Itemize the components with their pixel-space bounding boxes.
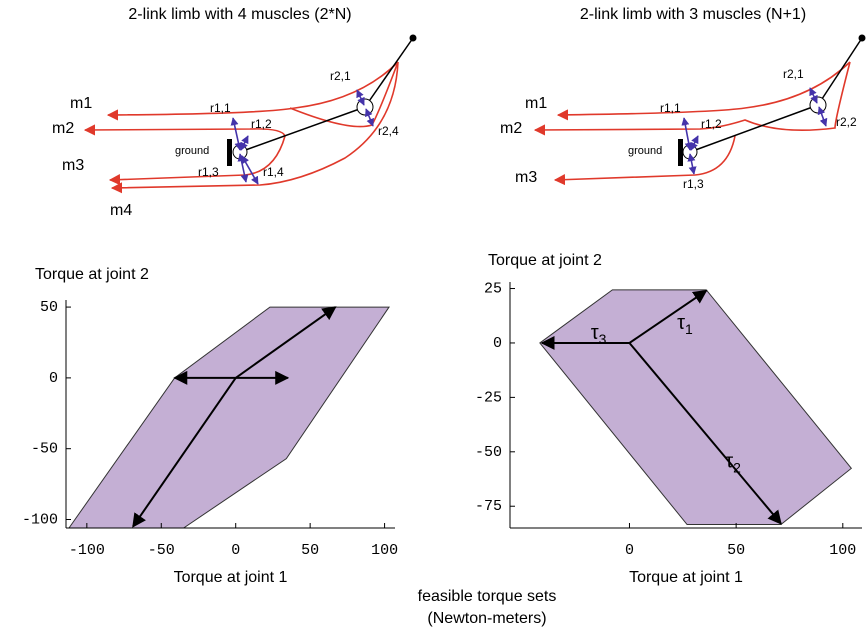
chart: -100 -50 0 50 -100 -50 0 50 100 Torque at joint 2…	[22, 266, 398, 586]
joint	[810, 97, 826, 113]
figure: 2-link limb with 4 muscles (2*N) m1 m2 m…	[0, 0, 866, 633]
moment-arm-label: r2,1	[330, 69, 351, 83]
diagram-title: 2-link limb with 3 muscles (N+1)	[580, 6, 806, 23]
x-tick-label: 50	[727, 542, 745, 559]
y-axis-title: Torque at joint 2	[35, 266, 149, 283]
x-tick-label: 50	[301, 542, 319, 559]
x-tick-label: -50	[148, 542, 175, 559]
x-tick-label: 100	[371, 542, 398, 559]
muscle-label: m2	[52, 120, 74, 137]
vector-symbol: τ	[725, 451, 733, 473]
moment-arm	[233, 118, 240, 150]
y-axis-title: Torque at joint 2	[488, 252, 602, 269]
x-tick-label: 0	[625, 542, 634, 559]
muscle	[108, 62, 398, 115]
y-tick-label: 50	[40, 299, 58, 316]
moment-arm-label: r1,4	[263, 165, 284, 179]
x-axis-title: Torque at joint 1	[629, 569, 743, 586]
muscle-label: m4	[110, 202, 132, 219]
ground-bar	[678, 139, 683, 166]
link	[818, 38, 862, 105]
y-tick-label: -25	[475, 389, 502, 406]
x-tick-label: -100	[69, 542, 105, 559]
muscle-label: m2	[500, 120, 522, 137]
feasible-set	[540, 290, 851, 525]
ground-label: ground	[175, 145, 209, 157]
muscle-label: m1	[70, 95, 92, 112]
muscle	[555, 136, 735, 180]
y-tick-label: -100	[22, 511, 58, 528]
y-tick-label: -50	[31, 441, 58, 458]
ground-bar	[227, 139, 232, 166]
vector-subscript: 1	[685, 321, 693, 337]
y-tick-label: -50	[475, 444, 502, 461]
moment-arm-label: r1,1	[660, 101, 681, 115]
moment-arm	[242, 156, 258, 184]
moment-arm-label: r1,3	[683, 177, 704, 191]
feasible-set	[69, 307, 389, 528]
limb-diagram-4: 2-link limb with 4 muscles (2*N) m1 m2 m…	[52, 6, 417, 219]
moment-arm-label: r1,2	[701, 117, 722, 131]
y-tick-label: 0	[49, 370, 58, 387]
x-tick-label: 100	[829, 542, 856, 559]
moment-arm-label: r2,4	[378, 124, 399, 138]
moment-arm-label: r1,3	[198, 165, 219, 179]
vector-symbol: τ	[591, 322, 599, 344]
ground-label: ground	[628, 145, 662, 157]
muscle-label: m3	[62, 157, 84, 174]
muscle	[558, 62, 850, 115]
vector-symbol: τ	[677, 312, 685, 334]
diagram-title: 2-link limb with 4 muscles (2*N)	[128, 6, 351, 23]
limb-diagram-3: 2-link limb with 3 muscles (N+1) m1 m2 m…	[500, 6, 866, 191]
x-axis-title: Torque at joint 1	[174, 569, 288, 586]
caption: feasible torque sets	[418, 588, 557, 605]
link	[365, 38, 413, 107]
moment-arm-label: r1,2	[251, 117, 272, 131]
muscle-label: m1	[525, 95, 547, 112]
muscle-label: m3	[515, 169, 537, 186]
vector-subscript: 2	[733, 459, 741, 475]
end-point	[859, 35, 866, 42]
chart: -75 -50 -25 0 25 0 50 100 Torque at joint 2 Torqu…	[475, 252, 862, 586]
y-tick-label: 25	[484, 280, 502, 297]
joint	[357, 99, 373, 115]
x-tick-label: 0	[231, 542, 240, 559]
moment-arm-label: r1,1	[210, 101, 231, 115]
moment-arm-label: r2,1	[783, 67, 804, 81]
end-point	[410, 35, 417, 42]
caption-units: (Newton-meters)	[427, 610, 546, 627]
y-tick-label: -75	[475, 498, 502, 515]
moment-arm-label: r2,2	[836, 115, 857, 129]
vector-subscript: 3	[599, 330, 607, 346]
y-tick-label: 0	[493, 335, 502, 352]
